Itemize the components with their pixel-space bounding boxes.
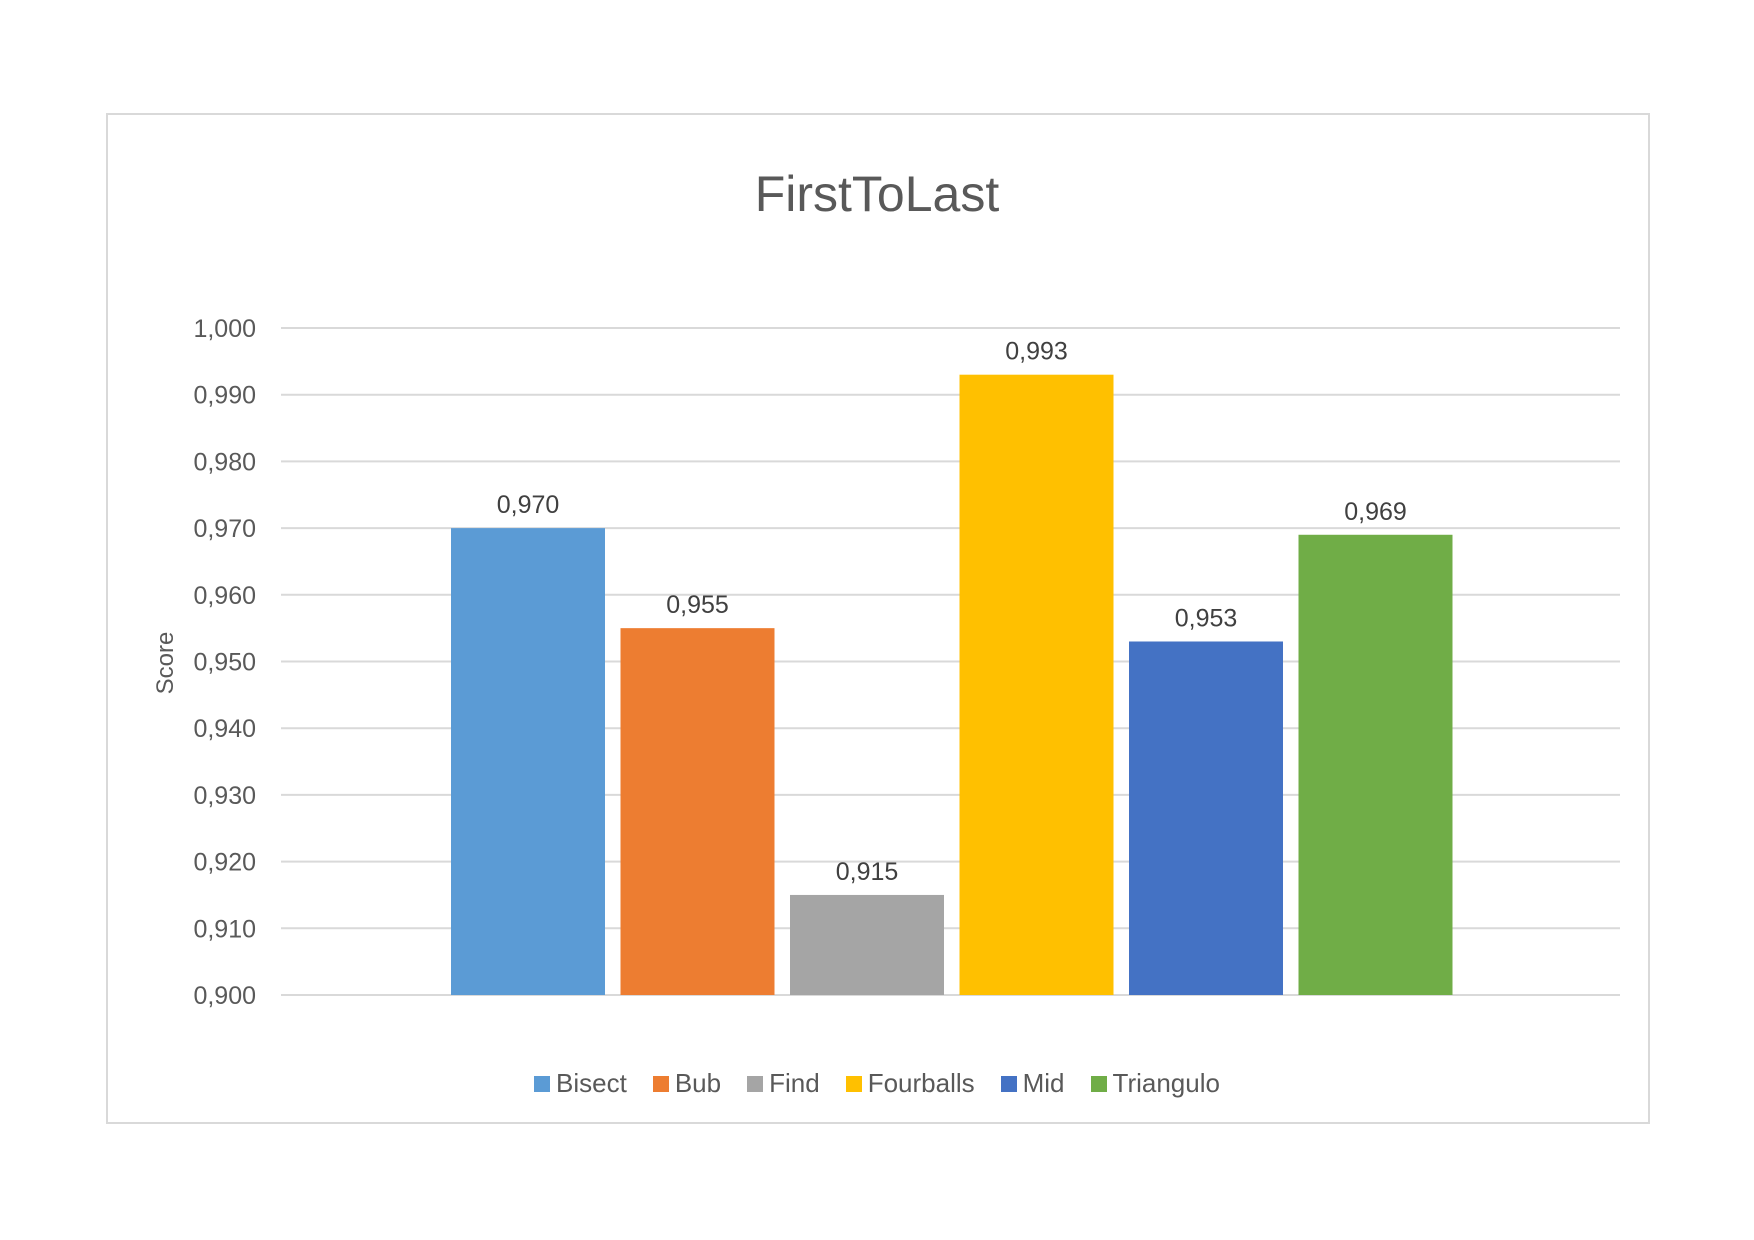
y-tick-label: 0,990 bbox=[193, 382, 256, 410]
bar-find bbox=[790, 894, 944, 995]
legend-item-find: Find bbox=[747, 1068, 820, 1099]
legend-label: Bub bbox=[674, 1068, 722, 1098]
legend-item-bub: Bub bbox=[652, 1068, 722, 1099]
y-tick-label: 0,980 bbox=[193, 448, 256, 476]
legend-label: Fourballs bbox=[867, 1068, 975, 1098]
legend-swatch bbox=[1000, 1075, 1017, 1092]
y-tick-label: 0,920 bbox=[193, 849, 256, 877]
legend-item-bisect: Bisect bbox=[534, 1068, 627, 1099]
y-tick-label: 0,910 bbox=[193, 915, 256, 943]
bar-mid bbox=[1129, 641, 1283, 995]
bar-fourballs bbox=[959, 374, 1114, 995]
y-tick-label: 0,950 bbox=[193, 649, 256, 677]
data-label: 0,953 bbox=[1175, 604, 1238, 632]
legend-swatch bbox=[534, 1075, 551, 1092]
data-label: 0,915 bbox=[836, 858, 899, 886]
data-label: 0,993 bbox=[1005, 338, 1068, 366]
legend-swatch bbox=[747, 1075, 764, 1092]
y-tick-label: 0,960 bbox=[193, 582, 256, 610]
legend-label: Mid bbox=[1022, 1068, 1065, 1098]
legend-label: Triangulo bbox=[1112, 1068, 1220, 1098]
bar-triangulo bbox=[1298, 534, 1453, 995]
legend-swatch bbox=[652, 1075, 669, 1092]
bar-bisect bbox=[451, 528, 605, 995]
legend-label: Bisect bbox=[556, 1068, 627, 1098]
legend-item-fourballs: Fourballs bbox=[845, 1068, 975, 1099]
legend: Bisect Bub Find Fourballs Mid Triangulo bbox=[0, 1068, 1754, 1099]
y-tick-label: 0,930 bbox=[193, 782, 256, 810]
data-label: 0,969 bbox=[1344, 498, 1407, 526]
chart-title: FirstToLast bbox=[754, 166, 1000, 222]
y-tick-label: 0,940 bbox=[193, 715, 256, 743]
legend-label: Find bbox=[769, 1068, 820, 1098]
legend-item-mid: Mid bbox=[1000, 1068, 1065, 1099]
bar-bub bbox=[620, 628, 775, 995]
y-tick-label: 0,900 bbox=[193, 982, 256, 1010]
legend-item-triangulo: Triangulo bbox=[1090, 1068, 1220, 1099]
y-tick-label: 1,000 bbox=[193, 315, 256, 343]
y-tick-label: 0,970 bbox=[193, 515, 256, 543]
data-label: 0,955 bbox=[666, 591, 729, 619]
legend-swatch bbox=[1090, 1075, 1107, 1092]
legend-swatch bbox=[845, 1075, 862, 1092]
data-label: 0,970 bbox=[497, 491, 560, 519]
